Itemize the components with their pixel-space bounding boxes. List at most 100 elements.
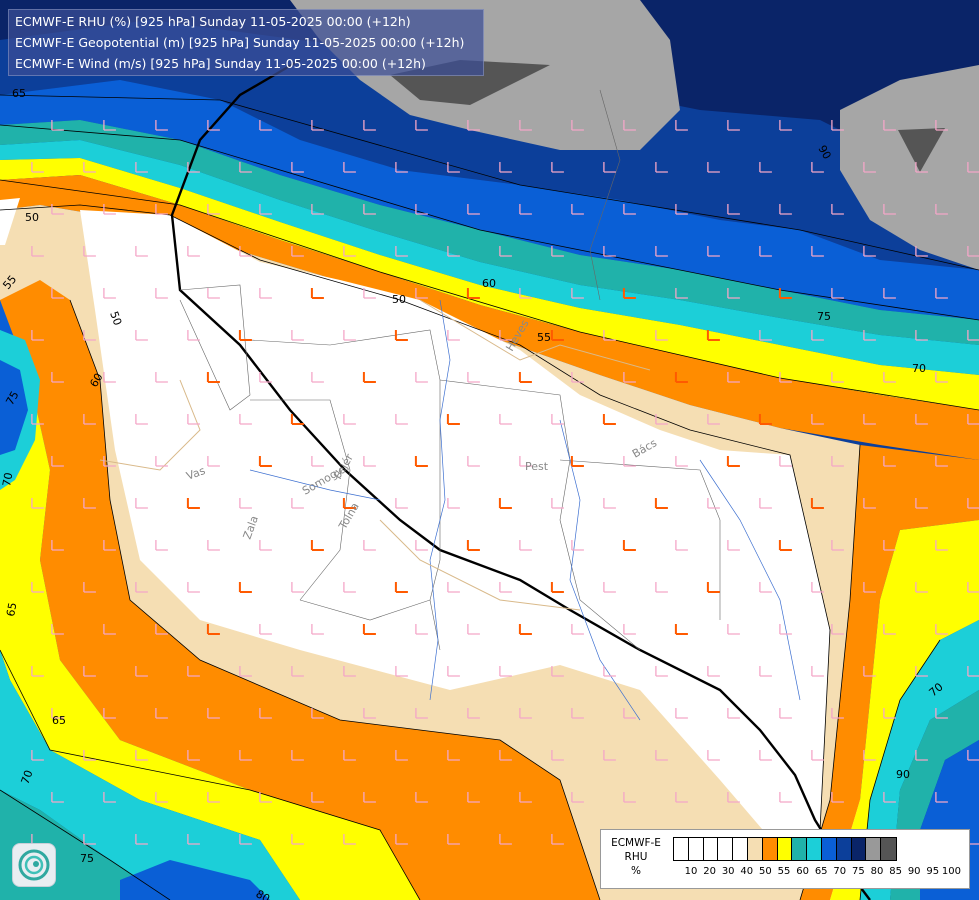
wind-barb (343, 666, 356, 677)
wind-barb (675, 708, 688, 719)
legend-tick-label: 65 (814, 866, 828, 877)
wind-barb (155, 372, 168, 383)
legend-tick-label: 100 (941, 866, 961, 877)
wind-barb (447, 330, 460, 341)
band-teal-dark (0, 120, 979, 345)
wind-barb (811, 246, 824, 257)
wind-barb (311, 372, 324, 383)
wind-barb (447, 666, 460, 677)
wind-barb (83, 834, 96, 845)
wind-barb (103, 624, 116, 635)
wind-barb (103, 372, 116, 383)
wind-barb (239, 246, 252, 257)
county-borders (179, 89, 721, 651)
wind-barb (363, 792, 376, 803)
legend-color-bar (673, 837, 897, 861)
wind-barb (291, 162, 304, 173)
wind-barb (623, 372, 636, 383)
band-left-bluepatch-inner (0, 360, 28, 455)
wind-barb (779, 792, 792, 803)
wind-barb (811, 666, 824, 677)
wind-barb (519, 120, 532, 131)
wind-barb (571, 624, 584, 635)
wind-barb (467, 372, 480, 383)
wind-barb (31, 162, 44, 173)
wind-barb (343, 582, 356, 593)
wind-barb (831, 456, 844, 467)
wind-barb (363, 204, 376, 215)
wind-barb (259, 120, 272, 131)
wind-barb (499, 666, 512, 677)
band-right-yellow (830, 520, 979, 900)
legend-swatch (703, 838, 719, 860)
wind-barb (83, 162, 96, 173)
wind-barb (207, 120, 220, 131)
wind-barb (499, 834, 512, 845)
wind-barb (519, 792, 532, 803)
wind-barb (414, 456, 428, 467)
wind-barb (831, 288, 844, 299)
wind-barb (863, 582, 876, 593)
wind-barb (51, 372, 64, 383)
legend-swatch (747, 838, 763, 860)
wind-barb (51, 456, 64, 467)
wind-barb (135, 246, 148, 257)
legend-tick-label: 10 (684, 866, 698, 877)
wind-barb (967, 246, 979, 257)
wind-barb (726, 456, 740, 467)
wind-barb (155, 204, 168, 215)
contour-label: 65 (52, 714, 66, 727)
wind-barb (518, 372, 532, 383)
wind-barb (343, 330, 356, 341)
wind-barb (311, 708, 324, 719)
wind-barb (187, 834, 200, 845)
wind-barb (362, 624, 376, 635)
wind-barb (551, 750, 564, 761)
legend-tick-label: 95 (926, 866, 940, 877)
legend-swatch (792, 838, 808, 860)
band-yellow (0, 158, 979, 410)
wind-barb (727, 540, 740, 551)
wind-barb (935, 372, 948, 383)
wind-barb (239, 414, 252, 425)
wind-barb (83, 498, 96, 509)
contour-label: 65 (12, 87, 26, 100)
wind-barb (259, 792, 272, 803)
wind-barb (810, 498, 824, 509)
wind-barb (675, 456, 688, 467)
ecmwf-logo (12, 843, 56, 887)
wind-barb (207, 540, 220, 551)
wind-barb (571, 708, 584, 719)
wind-barb (51, 624, 64, 635)
wind-barb (518, 624, 532, 635)
wind-barb (623, 204, 636, 215)
wind-barb (259, 624, 272, 635)
wind-barb (863, 246, 876, 257)
wind-barb (967, 666, 979, 677)
wind-barb (863, 330, 876, 341)
wind-barb (239, 834, 252, 845)
wind-barb (883, 540, 896, 551)
wind-barb (499, 162, 512, 173)
wind-barb (238, 330, 252, 341)
wind-barb (915, 330, 928, 341)
band-navy-top (0, 0, 979, 150)
legend-title-line: RHU (624, 851, 648, 863)
wind-barb (135, 330, 148, 341)
wind-barb (259, 288, 272, 299)
wind-barb (967, 414, 979, 425)
band-left-teal (0, 650, 300, 900)
wind-barb (362, 372, 376, 383)
wind-barb (622, 288, 636, 299)
wind-barb (155, 288, 168, 299)
wind-barb (415, 708, 428, 719)
wind-barb (759, 750, 772, 761)
wind-barb (883, 288, 896, 299)
contour-label: 60 (482, 277, 496, 290)
wind-barb (135, 582, 148, 593)
wind-barb (499, 750, 512, 761)
legend-tick-label: 90 (907, 866, 921, 877)
wind-barb (831, 204, 844, 215)
wind-barb (550, 330, 564, 341)
wind-barb (623, 120, 636, 131)
